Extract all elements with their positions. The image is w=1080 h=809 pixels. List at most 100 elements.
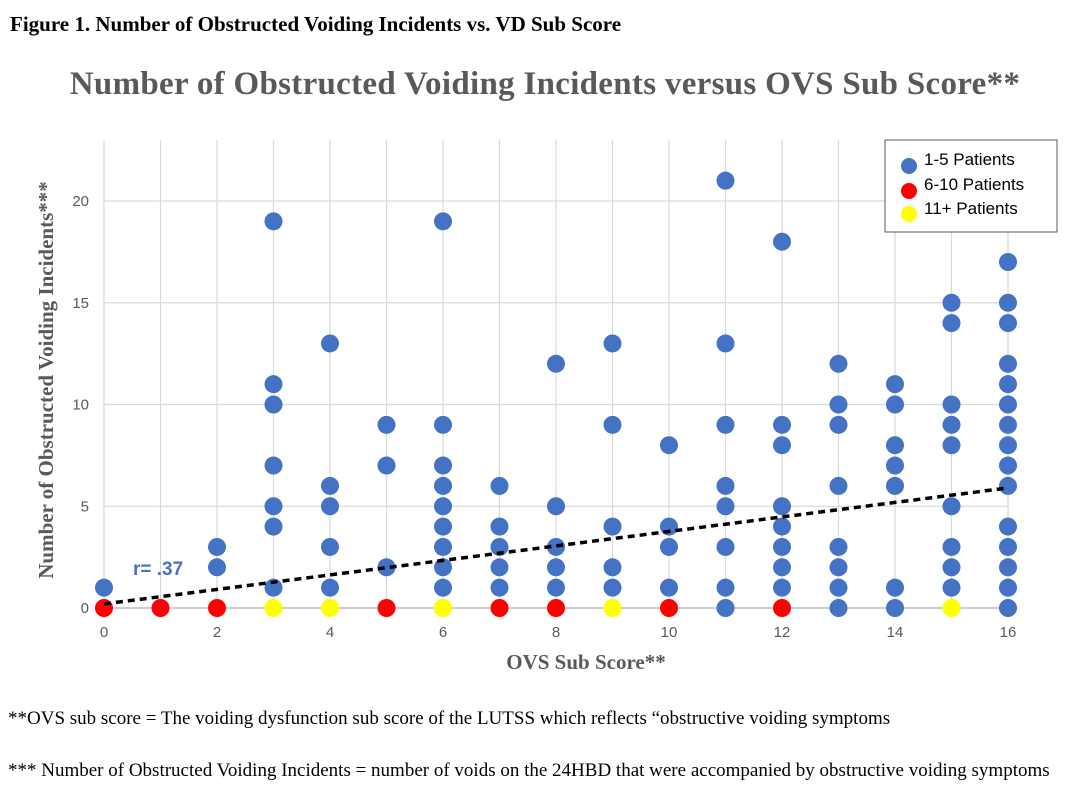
data-point-1-5-patients	[434, 476, 452, 495]
x-axis-label: OVS Sub Score**	[506, 650, 665, 674]
y-tick-label: 5	[81, 498, 89, 515]
data-point-1-5-patients	[829, 537, 848, 556]
data-point-1-5-patients	[773, 578, 791, 597]
data-point-6-10-patients	[660, 599, 678, 617]
data-point-1-5-patients	[716, 537, 735, 556]
data-point-1-5-patients	[999, 578, 1017, 597]
x-tick-label: 10	[661, 624, 678, 641]
data-point-11-patients	[264, 599, 283, 617]
data-point-6-10-patients	[490, 599, 509, 617]
x-tick-label: 12	[774, 624, 791, 641]
data-point-1-5-patients	[942, 537, 961, 556]
data-point-1-5-patients	[773, 415, 791, 434]
data-point-1-5-patients	[829, 578, 848, 597]
data-point-1-5-patients	[547, 558, 565, 577]
data-point-1-5-patients	[773, 436, 791, 455]
data-point-1-5-patients	[490, 578, 509, 597]
data-point-1-5-patients	[490, 517, 509, 536]
data-point-1-5-patients	[434, 537, 452, 556]
data-point-1-5-patients	[603, 334, 622, 353]
data-point-1-5-patients	[95, 578, 113, 597]
data-point-1-5-patients	[603, 517, 622, 536]
data-point-1-5-patients	[999, 517, 1017, 536]
data-point-1-5-patients	[716, 599, 735, 617]
data-point-1-5-patients	[999, 456, 1017, 475]
correlation-annotation: r= .37	[133, 559, 183, 580]
y-tick-label: 20	[72, 193, 89, 210]
x-tick-label: 6	[439, 624, 447, 641]
trendline-group	[103, 486, 1009, 606]
data-point-1-5-patients	[377, 456, 396, 475]
y-axis-label: Number of Obstructed Voiding Incidents**…	[34, 181, 58, 579]
data-point-1-5-patients	[829, 599, 848, 617]
footnote-ovs: **OVS sub score = The voiding dysfunctio…	[8, 708, 891, 729]
x-tick-label: 16	[1000, 624, 1017, 641]
data-point-1-5-patients	[999, 354, 1017, 373]
data-point-1-5-patients	[490, 537, 509, 556]
data-point-1-5-patients	[264, 456, 283, 475]
data-point-1-5-patients	[264, 212, 283, 231]
data-point-1-5-patients	[603, 558, 622, 577]
data-point-1-5-patients	[999, 415, 1017, 434]
legend-label-1-5: 1-5 Patients	[924, 150, 1015, 169]
data-point-1-5-patients	[886, 436, 904, 455]
data-point-11-patients	[942, 599, 961, 617]
data-point-1-5-patients	[208, 558, 226, 577]
data-point-1-5-patients	[490, 558, 509, 577]
legend-marker-6-10	[901, 183, 917, 199]
legend: 1-5 Patients 6-10 Patients 11+ Patients	[884, 139, 1058, 233]
data-point-1-5-patients	[942, 578, 961, 597]
data-point-1-5-patients	[321, 578, 339, 597]
data-point-1-5-patients	[434, 517, 452, 536]
tick-labels: 0 2 4 6 8 10 12 14 16 0 5 10 15 20	[72, 193, 1016, 641]
data-point-1-5-patients	[999, 375, 1017, 394]
data-point-1-5-patients	[942, 293, 961, 312]
data-point-1-5-patients	[716, 334, 735, 353]
figure-caption: Figure 1. Number of Obstructed Voiding I…	[10, 12, 622, 36]
data-point-1-5-patients	[264, 497, 283, 516]
data-point-1-5-patients	[999, 293, 1017, 312]
x-tick-label: 0	[100, 624, 108, 641]
data-point-1-5-patients	[999, 253, 1017, 272]
data-point-1-5-patients	[716, 171, 735, 190]
data-point-1-5-patients	[999, 599, 1017, 617]
data-point-1-5-patients	[999, 537, 1017, 556]
data-point-1-5-patients	[886, 599, 904, 617]
data-point-1-5-patients	[886, 456, 904, 475]
data-point-1-5-patients	[773, 497, 791, 516]
legend-marker-11-plus	[901, 206, 917, 222]
legend-label-11-plus: 11+ Patients	[924, 199, 1018, 218]
data-point-1-5-patients	[716, 476, 735, 495]
data-point-1-5-patients	[999, 558, 1017, 577]
data-point-1-5-patients	[264, 517, 283, 536]
data-point-1-5-patients	[434, 212, 452, 231]
data-point-6-10-patients	[377, 599, 396, 617]
x-tick-label: 4	[326, 624, 334, 641]
data-point-1-5-patients	[660, 578, 678, 597]
data-point-1-5-patients	[999, 395, 1017, 414]
data-point-1-5-patients	[999, 476, 1017, 495]
x-tick-label: 14	[887, 624, 904, 641]
data-point-6-10-patients	[773, 599, 791, 617]
data-point-1-5-patients	[377, 415, 396, 434]
data-point-1-5-patients	[321, 334, 339, 353]
data-point-1-5-patients	[773, 517, 791, 536]
data-point-1-5-patients	[829, 395, 848, 414]
data-point-1-5-patients	[716, 578, 735, 597]
data-point-1-5-patients	[716, 497, 735, 516]
data-point-6-10-patients	[208, 599, 226, 617]
data-point-1-5-patients	[321, 497, 339, 516]
data-point-1-5-patients	[886, 476, 904, 495]
data-point-1-5-patients	[886, 578, 904, 597]
data-point-1-5-patients	[434, 497, 452, 516]
data-point-1-5-patients	[829, 415, 848, 434]
x-tick-label: 8	[552, 624, 560, 641]
data-point-1-5-patients	[886, 395, 904, 414]
x-tick-label: 2	[213, 624, 221, 641]
data-point-1-5-patients	[264, 375, 283, 394]
data-point-1-5-patients	[434, 578, 452, 597]
chart-title: Number of Obstructed Voiding Incidents v…	[69, 66, 1021, 102]
data-point-1-5-patients	[773, 232, 791, 251]
data-point-1-5-patients	[547, 497, 565, 516]
data-point-1-5-patients	[999, 314, 1017, 333]
